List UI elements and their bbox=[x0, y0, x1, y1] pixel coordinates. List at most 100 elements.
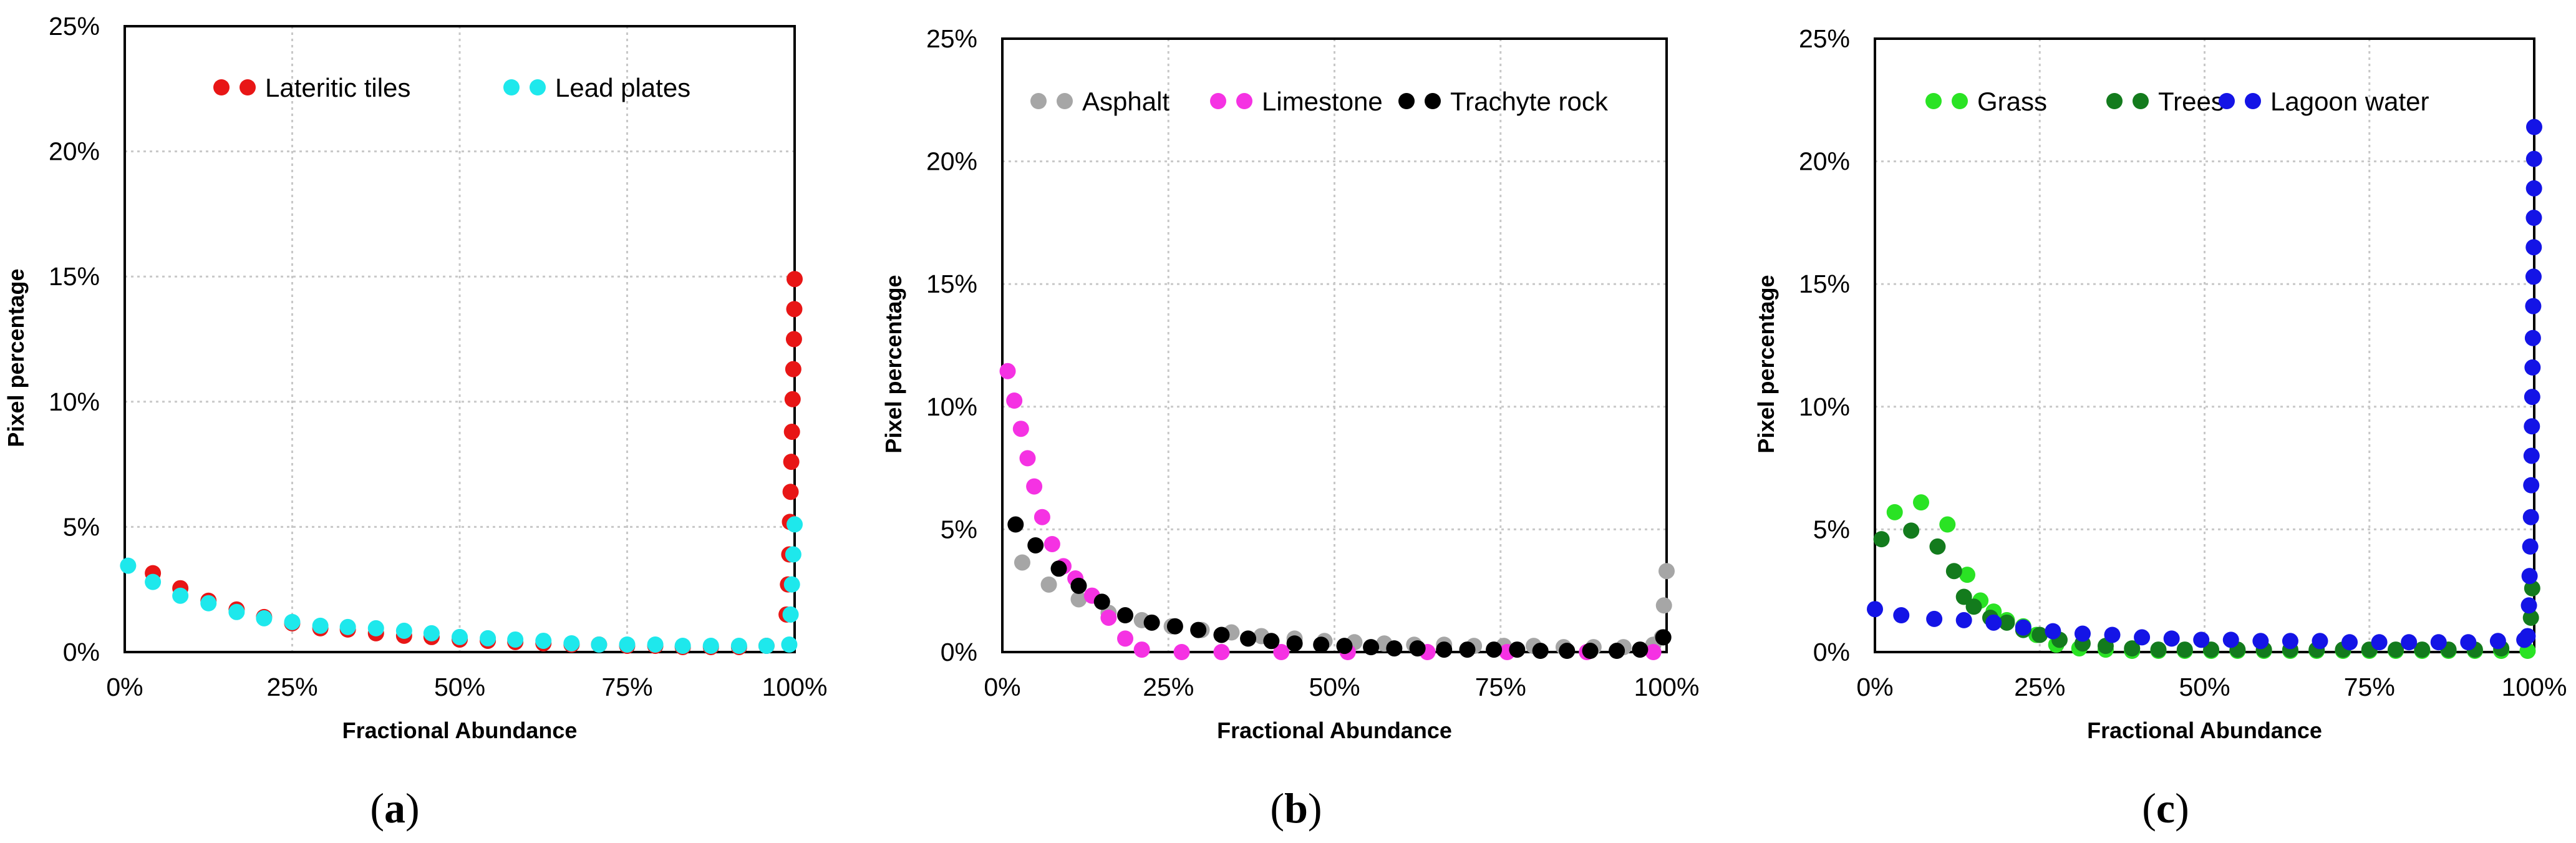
x-axis-title: Fractional Abundance bbox=[342, 718, 578, 743]
y-tick-label: 5% bbox=[63, 512, 100, 541]
legend-label-lateritic-tiles: Lateritic tiles bbox=[265, 73, 410, 102]
x-axis-title: Fractional Abundance bbox=[2087, 718, 2322, 743]
data-point bbox=[2523, 447, 2540, 464]
y-tick-label: 10% bbox=[1799, 392, 1850, 421]
data-point bbox=[1582, 643, 1599, 660]
data-point bbox=[782, 606, 799, 623]
data-point bbox=[1632, 641, 1649, 658]
data-point bbox=[1886, 504, 1903, 520]
data-point bbox=[1040, 576, 1057, 593]
data-point bbox=[1050, 560, 1067, 577]
y-tick-label: 25% bbox=[1799, 24, 1850, 53]
x-tick-label: 0% bbox=[984, 673, 1020, 701]
data-point bbox=[2045, 623, 2061, 640]
data-point bbox=[1658, 563, 1675, 580]
data-point bbox=[1034, 509, 1050, 525]
series-limestone bbox=[999, 363, 1662, 660]
data-point bbox=[2525, 268, 2542, 285]
x-tick-label: 50% bbox=[434, 673, 485, 701]
data-point bbox=[2521, 568, 2538, 585]
data-point bbox=[480, 630, 496, 646]
data-point bbox=[395, 622, 412, 639]
data-point bbox=[1436, 641, 1453, 658]
data-point bbox=[2526, 119, 2542, 135]
data-point bbox=[1939, 516, 1956, 533]
data-point bbox=[1926, 610, 1943, 627]
data-point bbox=[423, 625, 440, 641]
data-point bbox=[2522, 509, 2539, 525]
data-point bbox=[2104, 626, 2121, 643]
legend-marker bbox=[2245, 93, 2261, 109]
data-point bbox=[2252, 633, 2269, 650]
legend-marker bbox=[1210, 93, 1226, 109]
data-point bbox=[1143, 614, 1160, 631]
data-point bbox=[2176, 641, 2193, 658]
data-point bbox=[2522, 609, 2539, 626]
data-point bbox=[1263, 633, 1280, 650]
data-point bbox=[2388, 641, 2404, 658]
y-axis-title: Pixel percentage bbox=[1753, 275, 1779, 453]
data-point bbox=[1070, 591, 1087, 608]
data-point bbox=[782, 484, 799, 500]
legend-marker bbox=[503, 79, 520, 95]
legend-marker bbox=[1952, 93, 1968, 109]
data-point bbox=[145, 573, 162, 590]
data-point bbox=[758, 637, 775, 654]
data-point bbox=[1867, 601, 1883, 618]
data-point bbox=[1133, 641, 1150, 658]
data-point bbox=[1655, 597, 1672, 614]
legend-marker bbox=[2133, 93, 2149, 109]
legend: Lateritic tiles Lead plates bbox=[213, 73, 690, 102]
data-point bbox=[1093, 593, 1110, 610]
y-tick-label: 25% bbox=[926, 24, 977, 53]
data-point bbox=[200, 595, 217, 612]
data-point bbox=[2525, 180, 2542, 197]
data-point bbox=[2524, 418, 2540, 435]
data-point bbox=[1313, 636, 1330, 653]
x-tick-label: 75% bbox=[1475, 673, 1526, 701]
data-point bbox=[1213, 644, 1230, 660]
data-point bbox=[2525, 298, 2542, 314]
y-tick-label: 0% bbox=[1813, 638, 1850, 666]
data-point bbox=[1609, 643, 1625, 660]
data-point bbox=[784, 391, 801, 407]
y-tick-label: 0% bbox=[941, 638, 977, 666]
y-axis-title: Pixel percentage bbox=[881, 275, 906, 453]
legend-marker bbox=[1425, 93, 1441, 109]
chart-panel-c: 0% 25% 50% 75% 100% 0% 5% 10% 15% 20% 25% Fractiona… bbox=[1753, 24, 2567, 832]
data-point bbox=[1286, 635, 1303, 652]
data-point bbox=[2414, 641, 2431, 658]
data-point bbox=[2222, 631, 2239, 648]
data-point bbox=[1363, 639, 1380, 656]
data-point bbox=[2193, 631, 2210, 648]
y-tick-label: 0% bbox=[63, 638, 100, 666]
data-point bbox=[2031, 626, 2048, 643]
data-point bbox=[1190, 621, 1207, 638]
panel-caption: (a) bbox=[370, 784, 419, 832]
legend-label-limestone: Limestone bbox=[1262, 87, 1383, 116]
data-point bbox=[339, 618, 356, 635]
data-point bbox=[1998, 614, 2015, 631]
x-tick-label: 100% bbox=[2502, 673, 2567, 701]
y-tick-label: 10% bbox=[926, 392, 977, 421]
y-tick-label: 15% bbox=[926, 270, 977, 298]
data-point bbox=[1559, 643, 1576, 660]
plot-frame bbox=[1001, 37, 1668, 653]
y-tick-label: 10% bbox=[49, 387, 100, 416]
legend-label-lead-plates: Lead plates bbox=[555, 73, 690, 102]
data-point bbox=[1873, 531, 1890, 548]
x-tick-label: 0% bbox=[106, 673, 143, 701]
y-tick-label: 25% bbox=[49, 12, 100, 41]
data-point bbox=[783, 576, 800, 593]
y-tick-label: 20% bbox=[1799, 147, 1850, 176]
data-point bbox=[2525, 239, 2542, 256]
data-point bbox=[1965, 598, 1982, 615]
data-point bbox=[1893, 607, 1910, 624]
data-point bbox=[2525, 210, 2542, 227]
legend-label-trees: Trees bbox=[2158, 87, 2224, 116]
data-point bbox=[2312, 633, 2328, 650]
data-point bbox=[2124, 640, 2141, 657]
data-point bbox=[781, 636, 798, 653]
data-point bbox=[1012, 421, 1029, 437]
data-point bbox=[1959, 567, 1975, 583]
